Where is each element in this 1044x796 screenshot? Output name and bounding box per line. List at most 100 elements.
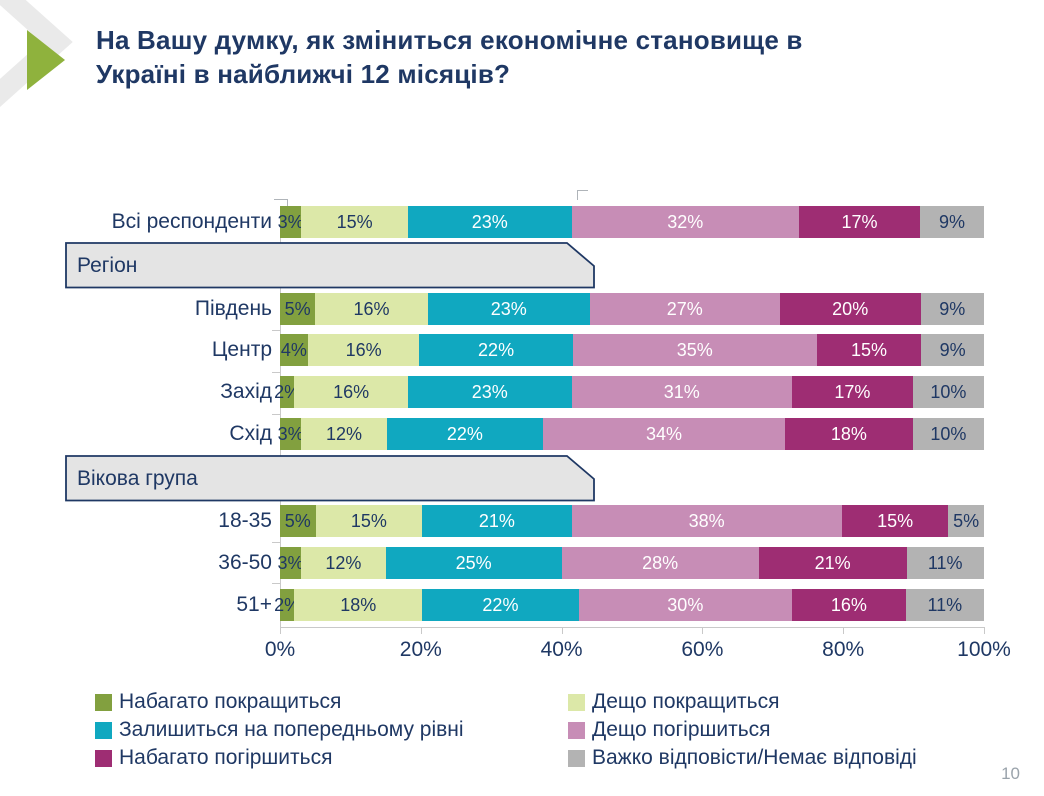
slide-accent-chevron-icon — [0, 0, 73, 107]
bar-segment-value: 22% — [482, 594, 519, 615]
legend-swatch — [95, 693, 112, 711]
bar-segment-value: 21% — [814, 552, 851, 573]
bar-segment-value: 16% — [830, 594, 867, 615]
bar-segment: 31% — [571, 376, 792, 408]
bar-segment: 9% — [919, 206, 984, 238]
bar-segment-value: 17% — [841, 211, 878, 232]
x-axis-tick — [561, 627, 563, 634]
bar-segment: 3% — [277, 547, 304, 579]
bar-segment: 23% — [407, 206, 572, 238]
x-axis-tick — [984, 627, 985, 634]
bar-row: 3% 12% 22% 34% 18% 10% — [277, 418, 984, 450]
callout-corner-mark — [274, 199, 288, 209]
legend-label: Дещо покращиться — [592, 690, 780, 713]
x-axis-line — [280, 627, 985, 628]
bar-segment-value: 23% — [490, 298, 527, 319]
legend-item: Важко відповісти/Немає відповіді — [568, 744, 917, 772]
bar-segment: 32% — [571, 206, 800, 238]
x-axis-tick-label: 20% — [399, 638, 442, 661]
bar-segment: 5% — [280, 505, 316, 537]
bar-segment: 9% — [921, 334, 984, 366]
bar-segment-value: 5% — [284, 298, 311, 319]
bar-segment: 27% — [589, 293, 780, 325]
category-label: 18-35 — [218, 509, 272, 532]
bar-segment-value: 11% — [927, 594, 963, 615]
legend-swatch — [95, 721, 112, 739]
bar-segment-value: 23% — [471, 211, 508, 232]
bar-segment-value: 17% — [834, 381, 871, 402]
bar-segment: 11% — [906, 547, 984, 579]
slide-title-line-1: На Вашу думку, як зміниться економічне с… — [96, 25, 803, 55]
bar-segment: 23% — [407, 376, 572, 408]
y-axis-line — [280, 206, 281, 627]
y-axis-tick — [272, 542, 281, 543]
bar-segment-value: 3% — [277, 423, 304, 444]
bar-segment-value: 9% — [938, 211, 965, 232]
bar-segment-value: 2% — [274, 594, 301, 615]
bar-segment: 5% — [948, 505, 984, 537]
bar-segment: 25% — [385, 547, 562, 579]
group-header-shape — [65, 455, 595, 502]
x-axis-tick — [280, 627, 281, 634]
bar-segment: 2% — [274, 589, 300, 621]
bar-segment-value: 21% — [478, 510, 515, 531]
bar-row: 3% 12% 25% 28% 21% 11% — [277, 547, 984, 579]
bar-segment-value: 11% — [927, 552, 963, 573]
bar-segment: 34% — [543, 418, 785, 450]
bar-row: 5% 15% 21% 38% 15% 5% — [280, 505, 984, 537]
bar-segment: 5% — [280, 293, 316, 325]
y-axis-tick — [272, 583, 281, 584]
bar-segment-value: 31% — [663, 381, 700, 402]
bar-segment: 35% — [572, 334, 817, 366]
bar-segment: 23% — [427, 293, 590, 325]
category-label: Схід — [229, 422, 272, 445]
bar-segment: 30% — [578, 589, 792, 621]
bar-segment-value: 16% — [345, 339, 382, 360]
bar-segment-value: 34% — [645, 423, 682, 444]
legend-column-left: Набагато покращиться Залишиться на попере… — [95, 688, 464, 772]
bar-row: 5% 16% 23% 27% 20% 9% — [280, 293, 984, 325]
bar-segment-value: 15% — [336, 211, 373, 232]
slide-title: На Вашу думку, як зміниться економічне с… — [96, 24, 976, 92]
bar-segment-value: 3% — [277, 552, 304, 573]
legend-item: Набагато погіршиться — [95, 744, 464, 772]
bar-segment: 20% — [779, 293, 921, 325]
bar-segment-value: 22% — [446, 423, 483, 444]
bar-segment: 22% — [386, 418, 544, 450]
category-label: Всі респонденти — [111, 210, 272, 233]
bar-segment: 15% — [301, 206, 408, 238]
bar-segment-value: 9% — [939, 339, 966, 360]
bar-segment-value: 38% — [688, 510, 725, 531]
group-header-label: Вікова група — [77, 466, 198, 490]
legend-label: Набагато покращиться — [119, 690, 342, 713]
bar-segment-value: 10% — [930, 423, 967, 444]
bar-segment: 15% — [841, 505, 949, 537]
group-header-box: Регіон — [65, 242, 595, 289]
bar-segment: 16% — [315, 293, 428, 325]
bar-segment: 9% — [920, 293, 984, 325]
x-axis-tick-label: 0% — [264, 638, 296, 661]
bar-segment: 17% — [791, 376, 913, 408]
x-axis-tick — [843, 627, 845, 634]
callout-corner-mark — [577, 190, 588, 200]
bar-segment-value: 32% — [667, 211, 704, 232]
bar-row: 2% 18% 22% 30% 16% 11% — [274, 589, 984, 621]
bar-segment: 11% — [905, 589, 984, 621]
x-axis-tick — [420, 627, 422, 634]
bar-segment-value: 5% — [953, 510, 980, 531]
bar-segment: 15% — [816, 334, 922, 366]
legend-item: Залишиться на попередньому рівні — [95, 716, 464, 744]
legend-item: Дещо покращиться — [568, 688, 917, 716]
bar-segment-value: 18% — [340, 594, 377, 615]
bar-segment: 18% — [784, 418, 913, 450]
bar-segment-value: 30% — [667, 594, 704, 615]
legend-label: Залишиться на попередньому рівні — [119, 718, 464, 741]
category-label: 36-50 — [218, 551, 272, 574]
bar-segment: 3% — [278, 206, 304, 238]
group-header-box: Вікова група — [65, 455, 595, 502]
bar-segment-value: 27% — [666, 298, 703, 319]
bar-segment: 22% — [422, 589, 579, 621]
group-header-label: Регіон — [77, 253, 138, 277]
legend-label: Важко відповісти/Немає відповіді — [592, 746, 917, 769]
